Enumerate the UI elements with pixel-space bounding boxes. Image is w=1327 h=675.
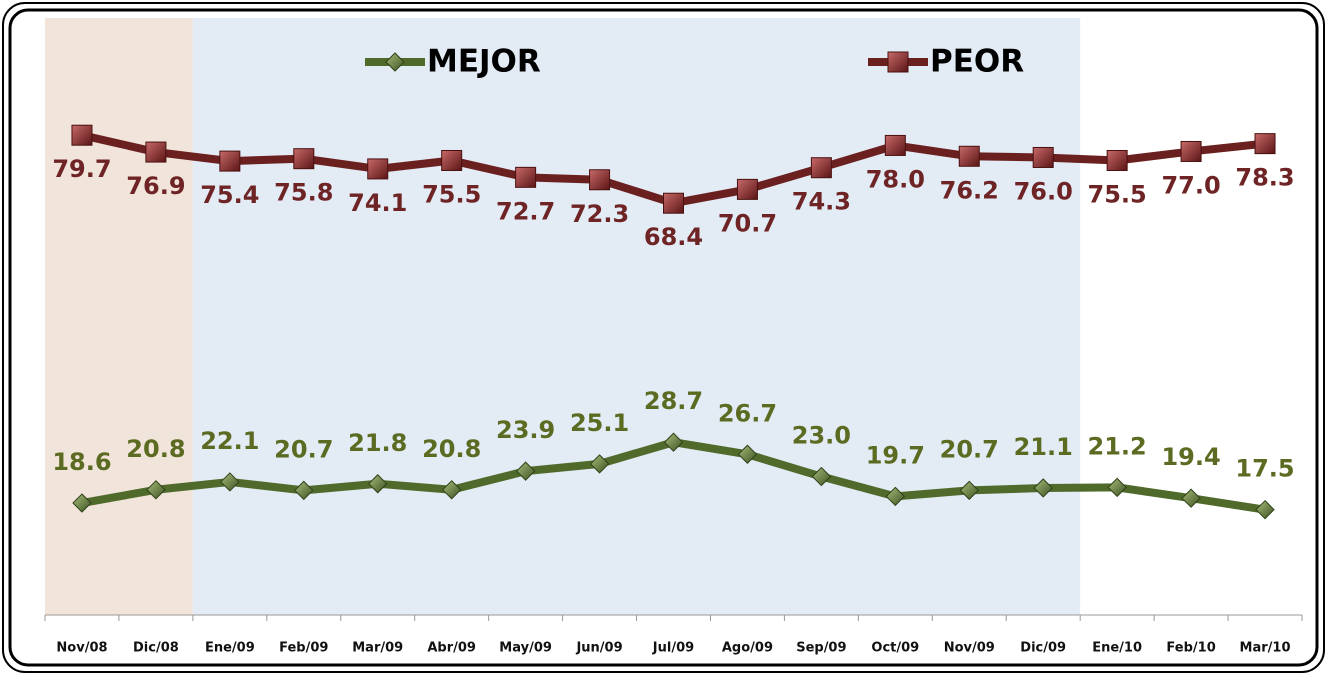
data-label: 23.0 [792, 422, 851, 450]
data-label: 19.4 [1161, 443, 1220, 471]
marker [515, 166, 537, 188]
shade-2008 [45, 18, 193, 615]
marker [220, 472, 240, 492]
shade-2009 [192, 18, 1081, 615]
data-label: 19.7 [866, 441, 925, 469]
marker [1106, 149, 1128, 171]
marker [1033, 478, 1053, 498]
marker [810, 157, 832, 179]
data-label: 70.7 [718, 209, 777, 237]
data-label: 75.5 [1088, 180, 1147, 208]
data-label: 20.7 [940, 435, 999, 463]
marker [368, 474, 388, 494]
data-label: 76.2 [940, 176, 999, 204]
data-label: 74.1 [348, 189, 407, 217]
x-tick-label: Sep/09 [796, 641, 846, 656]
x-tick-label: Ago/09 [722, 641, 773, 656]
data-label: 74.3 [792, 188, 851, 216]
x-tick-label: Mar/09 [352, 641, 403, 656]
marker [1255, 499, 1275, 520]
x-tick-label: Mar/10 [1240, 641, 1291, 656]
marker [811, 466, 832, 487]
data-label: 77.0 [1161, 171, 1220, 199]
data-label: 17.5 [1235, 455, 1294, 483]
marker [1180, 140, 1202, 162]
x-tick-label: Ene/09 [205, 641, 255, 656]
marker [1107, 477, 1127, 498]
x-tick-label: Abr/09 [427, 641, 476, 656]
data-label: 22.1 [200, 427, 259, 455]
x-tick-label: Dic/09 [1020, 641, 1066, 656]
marker [736, 178, 758, 200]
data-label: 21.2 [1088, 432, 1147, 460]
data-label: 72.3 [570, 200, 629, 228]
marker [663, 192, 684, 214]
data-label: 76.0 [1014, 177, 1073, 205]
marker [219, 150, 241, 172]
data-label: 75.5 [422, 180, 481, 208]
marker [367, 158, 389, 180]
x-tick-label: May/09 [499, 641, 552, 656]
marker [959, 480, 979, 501]
marker [145, 141, 167, 163]
legend-label: MEJOR [427, 44, 541, 80]
data-label: 68.4 [644, 223, 703, 251]
frame-inner [8, 8, 1319, 667]
x-tick-label: Nov/08 [56, 641, 107, 656]
data-label: 20.8 [422, 435, 481, 463]
x-tick-label: Jul/09 [652, 641, 694, 656]
legend-label: PEOR [930, 44, 1024, 80]
data-label: 26.7 [718, 399, 777, 427]
x-tick-label: Feb/10 [1166, 641, 1215, 656]
marker [293, 148, 315, 170]
marker [441, 480, 462, 500]
data-label: 21.8 [348, 429, 407, 457]
marker [1254, 133, 1276, 155]
data-label: 20.8 [126, 435, 185, 463]
data-label: 78.0 [866, 165, 925, 193]
marker [146, 480, 166, 500]
data-label: 78.3 [1235, 164, 1294, 192]
marker [885, 486, 906, 507]
marker [71, 124, 93, 146]
data-label: 23.9 [496, 416, 555, 444]
marker [589, 454, 610, 474]
marker [441, 149, 463, 171]
data-label: 21.1 [1014, 433, 1073, 461]
marker [1181, 488, 1201, 508]
marker [958, 145, 980, 167]
data-label: 18.6 [52, 448, 111, 476]
marker [385, 52, 405, 72]
data-label: 28.7 [644, 387, 703, 415]
marker [1032, 146, 1054, 168]
marker [663, 432, 684, 452]
marker [515, 461, 536, 481]
x-tick-label: Oct/09 [871, 641, 919, 656]
marker [294, 480, 314, 501]
marker [589, 169, 611, 191]
marker [72, 493, 92, 513]
data-label: 20.7 [274, 435, 333, 463]
data-label: 79.7 [52, 155, 111, 183]
data-label: 76.9 [126, 172, 185, 200]
x-tick-label: Ene/10 [1092, 641, 1142, 656]
data-label: 75.8 [274, 179, 333, 207]
x-tick-label: Jun/09 [575, 641, 622, 656]
data-label: 75.4 [200, 181, 259, 209]
marker [884, 134, 906, 156]
x-tick-label: Feb/09 [279, 641, 328, 656]
data-label: 25.1 [570, 409, 629, 437]
data-label: 72.7 [496, 197, 555, 225]
marker [887, 51, 909, 73]
x-tick-label: Nov/09 [944, 641, 995, 656]
marker [737, 444, 758, 464]
x-tick-label: Dic/08 [133, 641, 179, 656]
